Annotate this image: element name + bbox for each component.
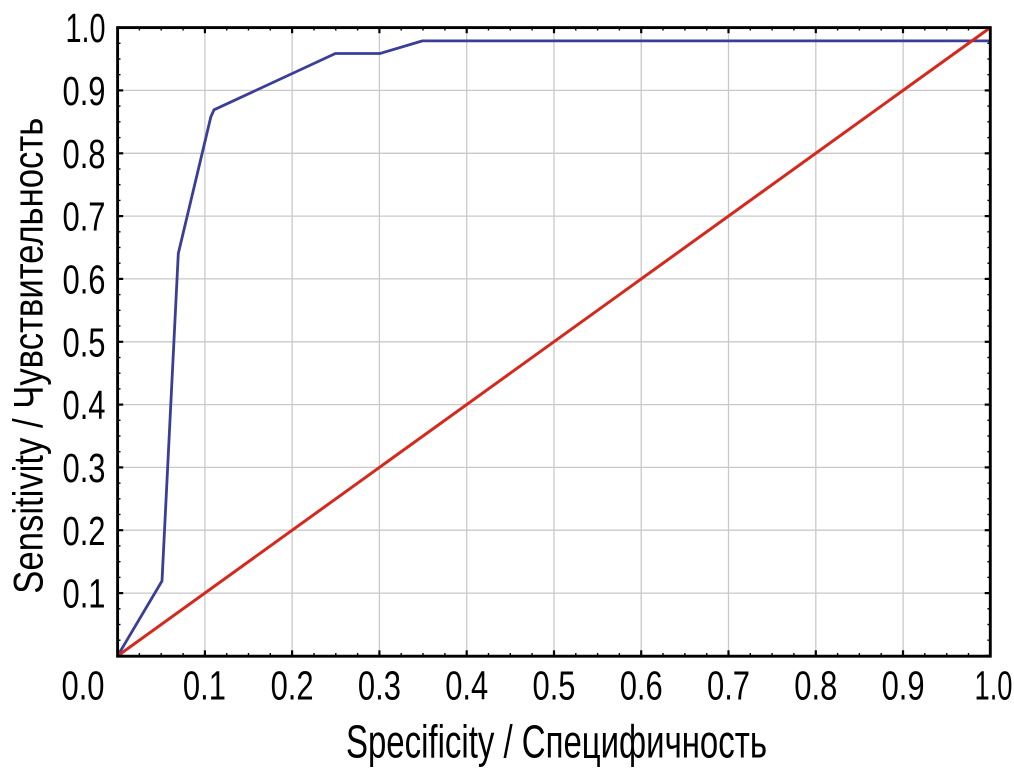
svg-text:0.4: 0.4 xyxy=(445,662,488,708)
svg-text:0.5: 0.5 xyxy=(533,662,576,708)
svg-text:Specificity / Специфичность: Specificity / Специфичность xyxy=(346,716,767,768)
svg-text:Sensitivity / Чувствительность: Sensitivity / Чувствительность xyxy=(5,118,52,594)
svg-text:0.9: 0.9 xyxy=(882,662,925,708)
svg-text:0.7: 0.7 xyxy=(707,662,750,708)
svg-text:0.2: 0.2 xyxy=(271,662,314,708)
svg-text:0.6: 0.6 xyxy=(620,662,663,708)
svg-text:0.7: 0.7 xyxy=(63,194,106,240)
svg-text:0.0: 0.0 xyxy=(62,662,105,708)
svg-text:0.6: 0.6 xyxy=(63,257,106,303)
svg-text:0.1: 0.1 xyxy=(63,571,106,617)
svg-text:0.3: 0.3 xyxy=(358,662,401,708)
svg-text:0.4: 0.4 xyxy=(63,382,106,428)
svg-text:0.9: 0.9 xyxy=(63,68,106,114)
svg-text:0.2: 0.2 xyxy=(63,508,106,554)
svg-text:0.5: 0.5 xyxy=(63,319,106,365)
svg-text:0.8: 0.8 xyxy=(63,131,106,177)
svg-text:1.0: 1.0 xyxy=(66,5,106,51)
svg-text:1.0: 1.0 xyxy=(975,662,1013,708)
svg-text:0.1: 0.1 xyxy=(183,662,226,708)
svg-text:0.8: 0.8 xyxy=(794,662,837,708)
svg-text:0.3: 0.3 xyxy=(63,445,106,491)
